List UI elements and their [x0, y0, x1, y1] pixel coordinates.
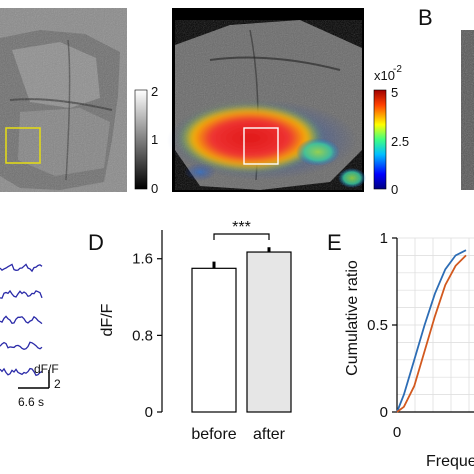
grayscale-image	[0, 8, 127, 192]
trace-line	[0, 341, 43, 350]
roi-box-white	[243, 127, 279, 165]
series-line	[396, 249, 467, 413]
panel-letter-b: B	[418, 5, 433, 30]
series-line	[396, 254, 467, 413]
heatmap-image	[167, 8, 366, 192]
colorbar-gray-tick-min: 0	[151, 181, 158, 196]
y-tick-label: 1.6	[132, 251, 153, 268]
y-tick-label: 0.5	[367, 317, 388, 334]
y-tick-label: 0.8	[132, 327, 153, 344]
cumulative-chart-e: 0 0.5 1 0 Cumulative ratio Freque	[344, 230, 474, 470]
colorbar-gray: 2 1 0	[134, 84, 158, 196]
y-tick-label: 0	[380, 404, 388, 421]
colorbar-jet-exponent-power: -2	[393, 64, 402, 75]
colorbar-jet-tick-min: 0	[391, 182, 398, 197]
panel-b-image	[461, 30, 474, 190]
scalebar-y-value: 2	[54, 377, 61, 391]
y-axis-label: Cumulative ratio	[344, 260, 361, 376]
trace-line	[0, 367, 43, 377]
bar	[246, 251, 292, 413]
colorbar-jet-tick-mid: 2.5	[391, 134, 409, 149]
panel-letter-e: E	[327, 230, 342, 255]
roi-box-yellow	[5, 127, 41, 164]
y-tick-label: 1	[380, 230, 388, 247]
colorbar-jet-exponent: x10	[374, 68, 395, 83]
significance-label: ***	[232, 219, 251, 236]
significance-bracket	[213, 233, 270, 240]
trace-line	[0, 315, 43, 325]
category-label: after	[253, 426, 286, 443]
trace-line	[0, 263, 43, 273]
colorbar-jet: x10 -2 5 2.5 0	[373, 64, 409, 197]
bar-chart-d: 0 0.8 1.6 dF/F before after ***	[99, 219, 292, 443]
scalebar-x-label: 6.6 s	[18, 395, 44, 409]
scalebar-y-label: dF/F	[34, 362, 59, 376]
y-axis-label: dF/F	[99, 303, 116, 336]
y-tick-label: 0	[145, 404, 153, 421]
category-label: before	[191, 426, 236, 443]
trace-line	[0, 289, 43, 299]
bar	[191, 267, 237, 413]
trace-scalebar: dF/F 2 6.6 s	[18, 362, 61, 409]
colorbar-gray-tick-max: 2	[151, 84, 158, 99]
panel-letter-d: D	[88, 230, 104, 255]
colorbar-gray-tick-mid: 1	[151, 132, 158, 147]
colorbar-jet-tick-max: 5	[391, 85, 398, 100]
x-axis-label: Freque	[426, 453, 474, 470]
x-tick-label: 0	[393, 424, 401, 441]
calcium-traces	[0, 263, 43, 377]
